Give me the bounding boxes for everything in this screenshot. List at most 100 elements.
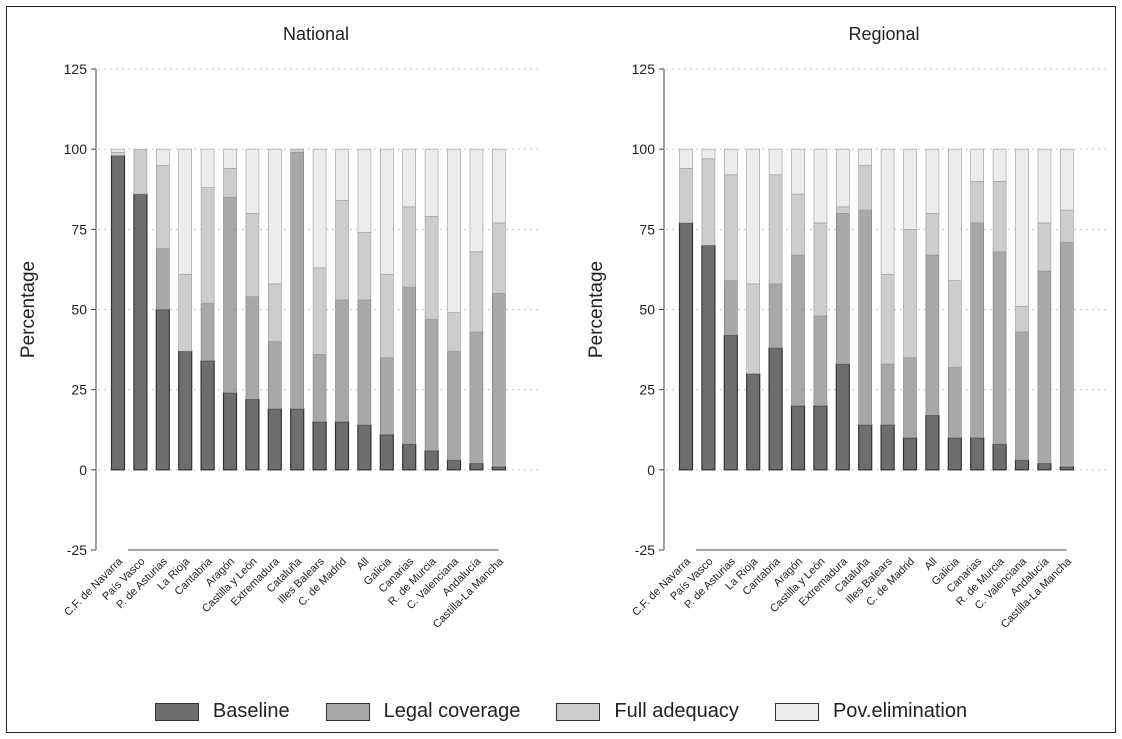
bar-national-la-rioja-baseline [178, 350, 193, 471]
y-tick-label-national-100: 100 [64, 141, 88, 157]
bar-regional-cantabria-pov-elimination [768, 148, 783, 176]
bar-national-andalucia-pov-elimination [469, 148, 484, 253]
bar-regional-c-f-de-navarra-baseline [678, 222, 694, 471]
bar-national-p-de-asturias-legal-coverage [156, 248, 170, 310]
legend-swatch-legal-coverage [325, 702, 370, 721]
bar-national-canarias-pov-elimination [402, 148, 417, 208]
bar-national-galicia-pov-elimination [379, 148, 394, 275]
bar-national-all-baseline [357, 424, 372, 471]
bar-national-castilla-la-mancha-baseline [491, 466, 506, 471]
legend-swatch-baseline [154, 702, 199, 721]
bar-national-cantabria-full-adequacy [200, 187, 215, 304]
bar-regional-andalucia-pov-elimination [1037, 148, 1052, 224]
bar-regional-extremadura-full-adequacy [835, 206, 850, 214]
bar-national-canarias-baseline [402, 443, 417, 471]
bar-regional-p-de-asturias-legal-coverage [723, 280, 738, 336]
bar-regional-galicia-full-adequacy [947, 280, 962, 368]
bar-regional-castilla-la-mancha-full-adequacy [1060, 209, 1074, 243]
legend-item-baseline: Baseline [154, 700, 290, 723]
bar-regional-all-pov-elimination [925, 148, 940, 214]
bar-regional-extremadura-pov-elimination [835, 148, 850, 208]
bar-national-la-rioja-pov-elimination [178, 148, 192, 275]
bar-national-all-pov-elimination [357, 148, 372, 233]
bar-regional-la-rioja-baseline [746, 373, 761, 471]
bar-national-castilla-y-leon-full-adequacy [245, 213, 260, 297]
y-tick-label-national-0: 0 [79, 462, 87, 478]
bar-regional-extremadura-legal-coverage [835, 213, 850, 365]
bar-national-c-de-madrid-legal-coverage [335, 299, 349, 423]
bar-national-cataluna-baseline [290, 408, 305, 471]
bar-national-galicia-baseline [379, 433, 394, 471]
bar-regional-p-de-asturias-baseline [723, 334, 738, 471]
bar-national-andalucia-full-adequacy [469, 251, 484, 333]
bar-national-pais-vasco-baseline [133, 193, 148, 471]
bar-national-c-valenciana-legal-coverage [447, 350, 461, 461]
bar-national-c-de-madrid-baseline [334, 421, 350, 471]
bar-national-r-de-murcia-legal-coverage [424, 318, 439, 451]
bar-national-c-de-madrid-full-adequacy [335, 200, 349, 301]
bar-regional-aragon-baseline [790, 405, 806, 471]
y-tick-label-national--25: -25 [67, 542, 87, 558]
bar-regional-all-baseline [925, 414, 940, 471]
bar-regional-castilla-la-mancha-baseline [1059, 466, 1074, 471]
bar-national-all-legal-coverage [357, 299, 372, 426]
bar-national-castilla-la-mancha-pov-elimination [491, 148, 506, 224]
bar-regional-cataluna-full-adequacy [858, 164, 873, 211]
bar-national-r-de-murcia-baseline [424, 449, 439, 471]
bar-regional-canarias-full-adequacy [970, 180, 985, 224]
legend-item-full-adequacy: Full adequacy [556, 700, 739, 723]
bar-regional-cataluna-legal-coverage [858, 209, 873, 426]
y-tick-label-regional-125: 125 [632, 61, 656, 77]
bar-regional-pais-vasco-full-adequacy [701, 158, 716, 246]
bar-national-illes-balears-pov-elimination [312, 148, 327, 269]
bar-regional-castilla-la-mancha-pov-elimination [1060, 148, 1074, 211]
bar-national-illes-balears-baseline [312, 421, 327, 471]
bar-regional-castilla-la-mancha-legal-coverage [1060, 241, 1074, 467]
bar-regional-r-de-murcia-pov-elimination [992, 148, 1007, 182]
bar-national-c-valenciana-pov-elimination [447, 148, 461, 314]
bar-regional-andalucia-legal-coverage [1037, 270, 1052, 464]
legend-label-full-adequacy: Full adequacy [614, 700, 739, 722]
bar-regional-r-de-murcia-full-adequacy [992, 180, 1007, 253]
bar-national-pais-vasco-full-adequacy [133, 148, 148, 195]
bar-national-c-f-de-navarra-pov-elimination [111, 148, 125, 153]
bar-regional-illes-balears-full-adequacy [880, 273, 895, 365]
bar-regional-castilla-y-leon-legal-coverage [813, 315, 828, 406]
bar-regional-pais-vasco-pov-elimination [701, 148, 716, 160]
bar-national-c-valenciana-baseline [446, 459, 462, 471]
bar-regional-la-rioja-pov-elimination [746, 148, 761, 285]
bar-national-castilla-la-mancha-legal-coverage [491, 293, 506, 467]
legend-swatch-pov-elimination [774, 702, 819, 721]
bar-national-castilla-y-leon-baseline [245, 398, 260, 471]
bar-national-cataluna-full-adequacy [290, 148, 305, 153]
bar-national-cantabria-baseline [200, 360, 215, 471]
bar-national-canarias-full-adequacy [402, 206, 417, 288]
bar-national-illes-balears-legal-coverage [312, 354, 327, 423]
bar-national-castilla-y-leon-legal-coverage [245, 296, 260, 400]
legend-item-legal-coverage: Legal coverage [325, 700, 521, 723]
bar-regional-aragon-full-adequacy [791, 193, 805, 256]
bar-national-cantabria-pov-elimination [200, 148, 215, 188]
legend-label-legal-coverage: Legal coverage [383, 700, 521, 722]
y-axis-label-national: Percentage [18, 261, 39, 358]
y-tick-label-regional-100: 100 [632, 141, 656, 157]
bar-regional-c-f-de-navarra-full-adequacy [679, 168, 693, 224]
bar-regional-c-de-madrid-pov-elimination [903, 148, 917, 230]
bar-regional-canarias-baseline [970, 437, 985, 471]
bar-regional-cantabria-baseline [768, 347, 783, 471]
bar-regional-pais-vasco-baseline [701, 244, 716, 471]
chart-title-national: National [283, 24, 349, 44]
bar-national-cataluna-legal-coverage [290, 152, 305, 410]
bar-national-p-de-asturias-full-adequacy [156, 164, 170, 249]
bar-regional-illes-balears-legal-coverage [880, 363, 895, 426]
bar-regional-galicia-legal-coverage [947, 366, 962, 439]
bar-regional-c-valenciana-full-adequacy [1015, 305, 1029, 333]
bar-national-castilla-la-mancha-full-adequacy [491, 222, 506, 294]
bar-national-c-f-de-navarra-baseline [110, 154, 126, 471]
bar-regional-c-de-madrid-full-adequacy [903, 229, 917, 358]
y-tick-label-national-50: 50 [71, 302, 87, 318]
bar-regional-galicia-pov-elimination [947, 148, 962, 281]
